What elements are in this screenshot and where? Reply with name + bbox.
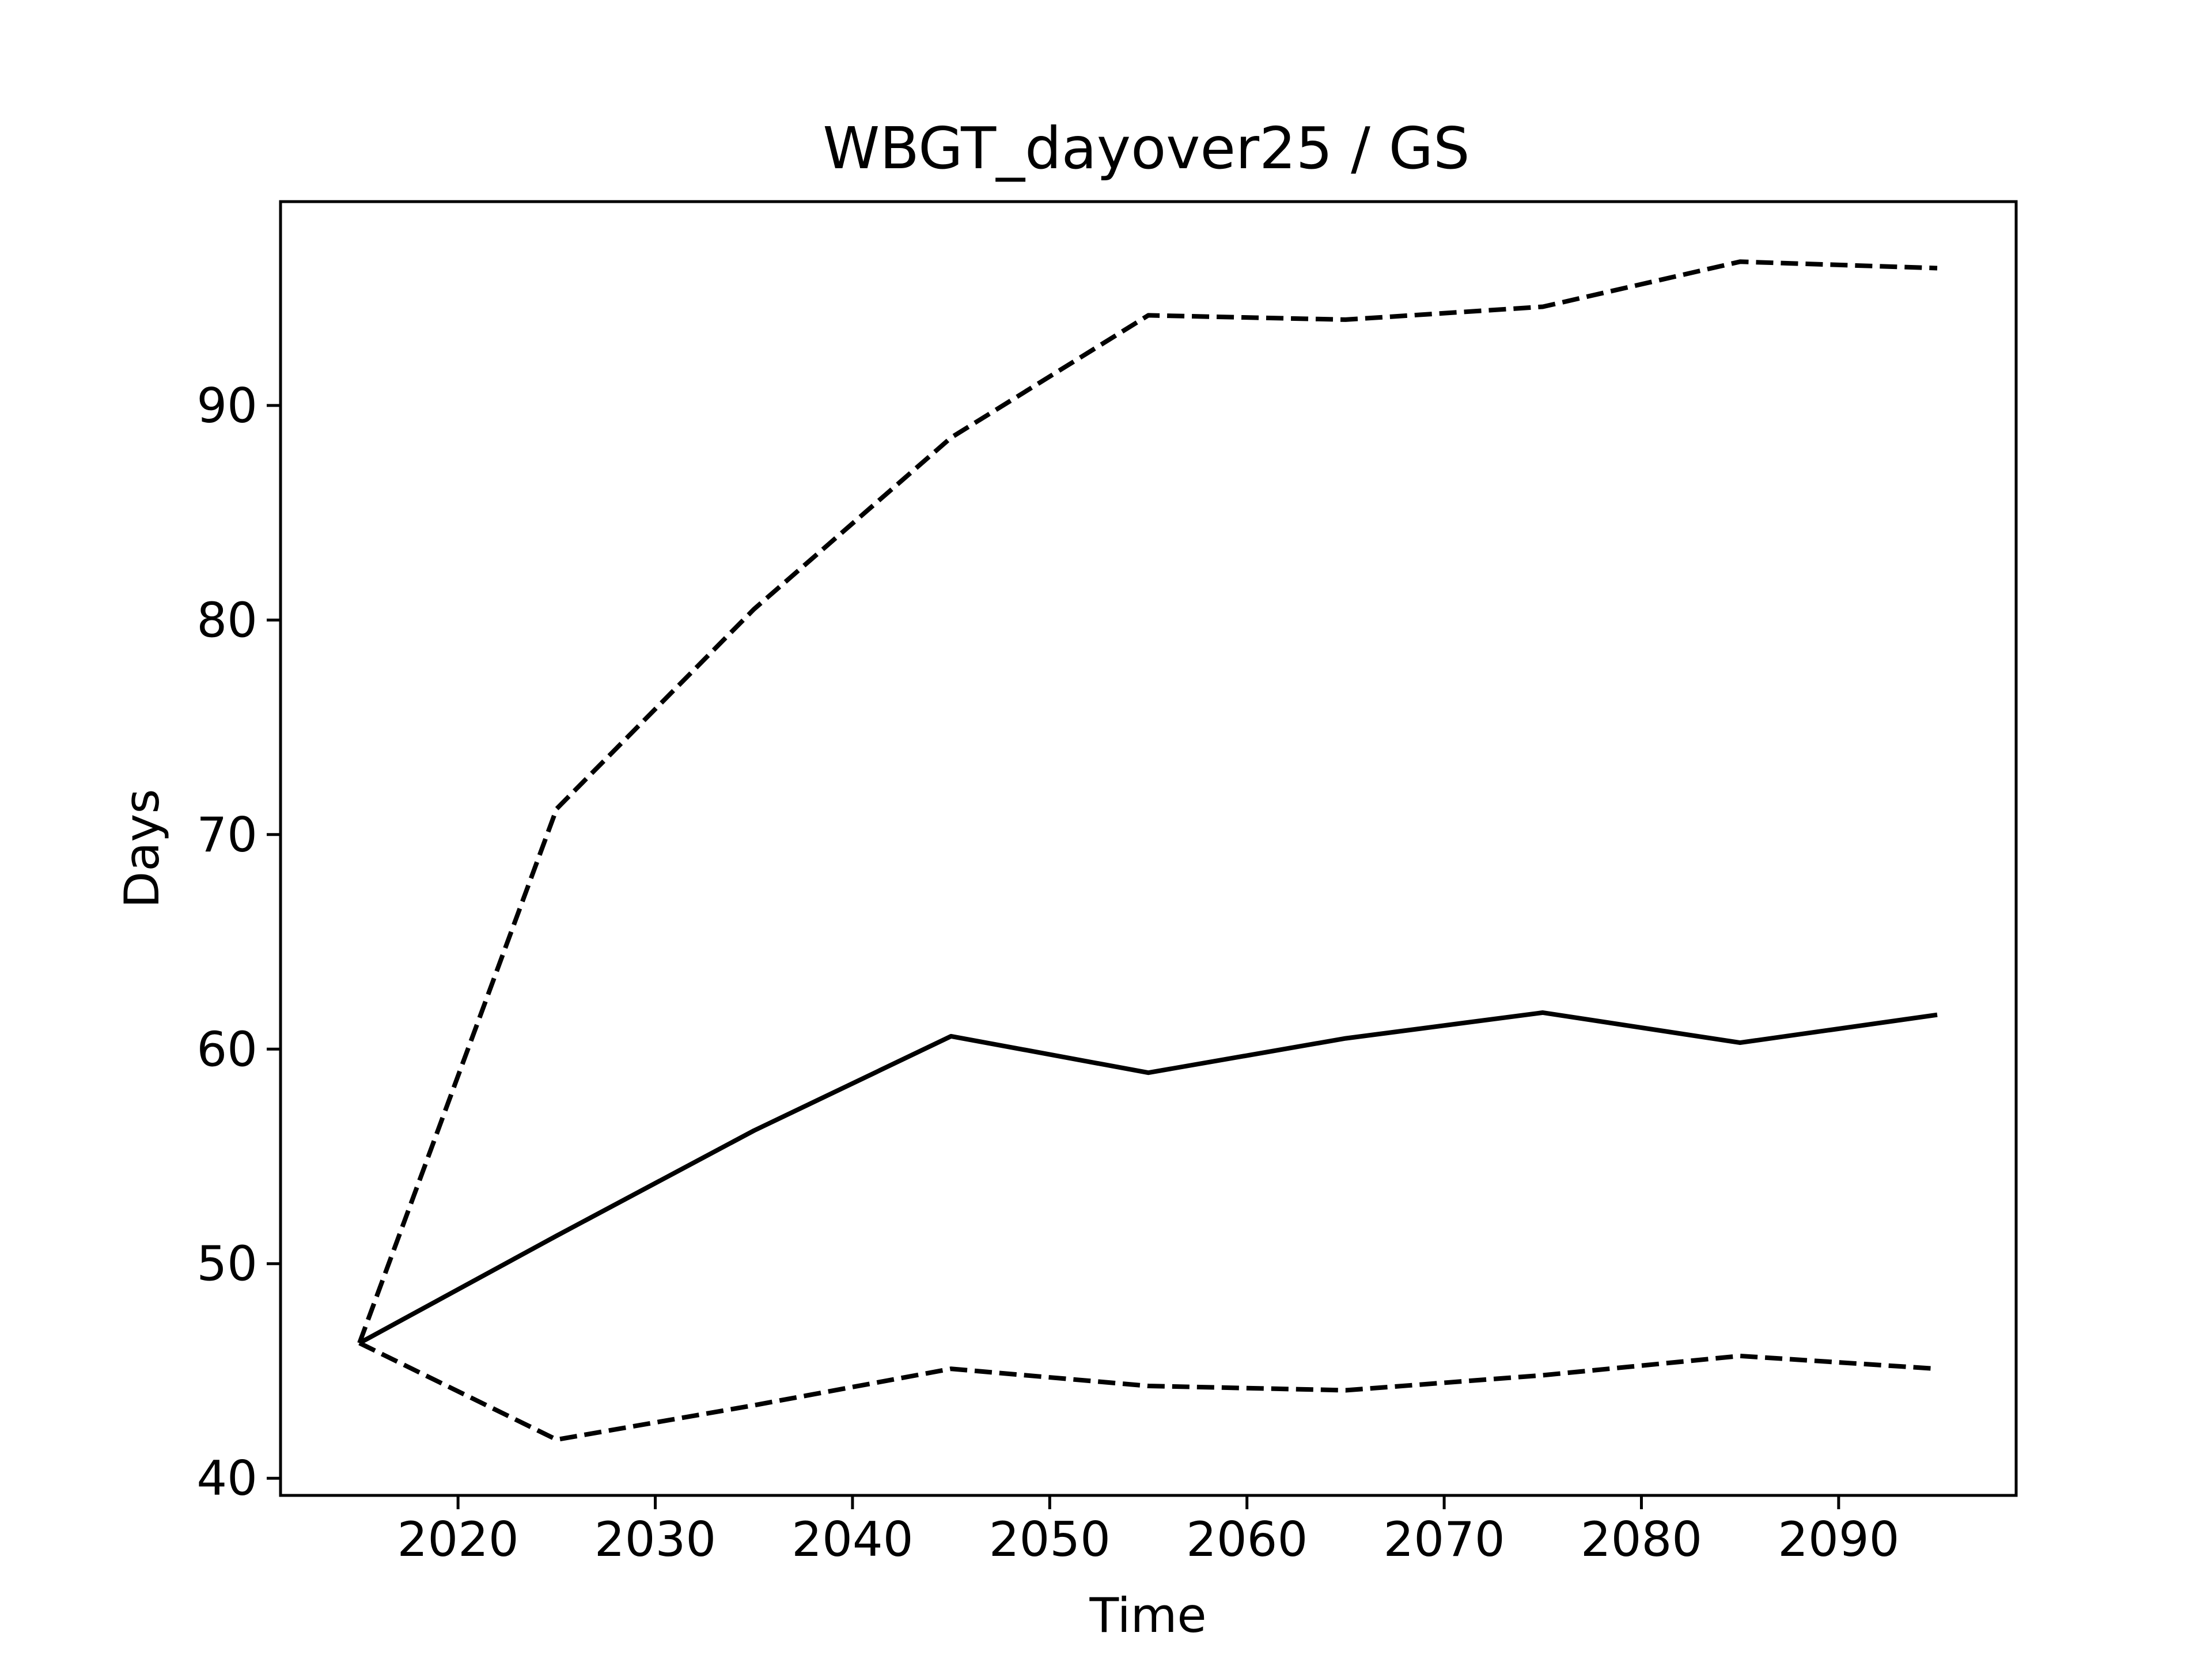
- x-tick-label: 2050: [989, 1512, 1111, 1567]
- y-tick-label: 60: [196, 1021, 257, 1077]
- x-axis: 2020 2030 2040 2050 2060 2070 2080 2090: [397, 1495, 1899, 1567]
- y-tick-label: 50: [196, 1236, 257, 1292]
- x-tick-label: 2040: [791, 1512, 913, 1567]
- x-tick-label: 2060: [1186, 1512, 1308, 1567]
- y-tick-label: 90: [196, 378, 257, 434]
- x-tick-label: 2020: [397, 1512, 519, 1567]
- dashed-series-line-2: [358, 1340, 1938, 1442]
- x-tick-label: 2070: [1383, 1512, 1505, 1567]
- y-tick-label: 80: [196, 592, 257, 648]
- series-layer: [357, 259, 1938, 1442]
- x-axis-label: Time: [1089, 1588, 1206, 1643]
- x-tick-label: 2080: [1581, 1512, 1702, 1567]
- x-tick-label: 2030: [594, 1512, 716, 1567]
- solid-series-line-1: [358, 1010, 1938, 1346]
- dashed-series-line-0: [357, 259, 1938, 1344]
- y-tick-label: 70: [196, 807, 257, 863]
- x-tick-label: 2090: [1778, 1512, 1899, 1567]
- plot-area-frame: [279, 200, 2018, 1497]
- y-axis-label: Days: [114, 789, 170, 908]
- y-tick-label: 40: [196, 1450, 257, 1506]
- y-axis: 40 50 60 70 80 90: [196, 378, 281, 1506]
- chart-title: WBGT_dayover25 / GS: [823, 115, 1469, 182]
